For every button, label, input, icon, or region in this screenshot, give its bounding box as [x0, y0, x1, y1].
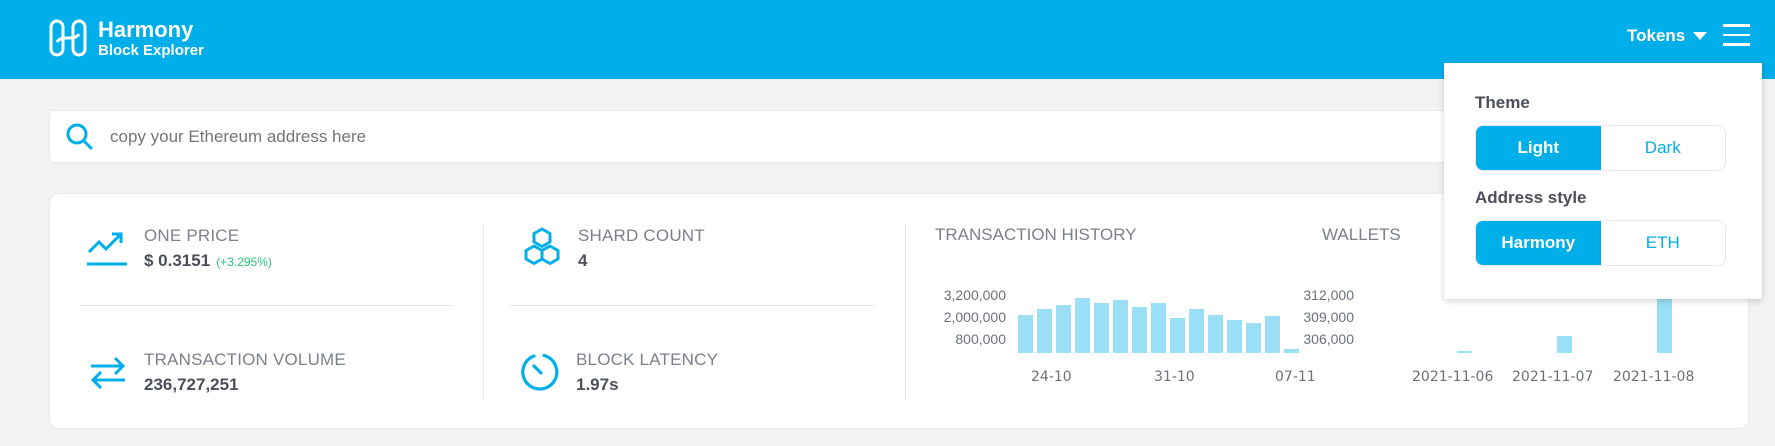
address-style-toggle: Harmony ETH [1475, 220, 1726, 266]
y-tick: 309,000 [1303, 309, 1354, 325]
theme-light-button[interactable]: Light [1476, 126, 1601, 170]
top-navbar: Harmony Block Explorer Tokens [0, 0, 1775, 79]
tokens-dropdown[interactable]: Tokens [1627, 26, 1708, 46]
search-input[interactable] [110, 126, 1610, 147]
shard-count-stat: SHARD COUNT 4 [520, 226, 705, 271]
trending-up-icon [87, 232, 127, 266]
theme-dark-button[interactable]: Dark [1644, 138, 1681, 157]
menu-line [1723, 33, 1750, 36]
bar-27-10[interactable] [1075, 298, 1090, 353]
x-tick: 2021-11-06 [1412, 369, 1494, 385]
transaction-volume-stat: TRANSACTION VOLUME 236,727,251 [86, 350, 346, 395]
bar-31-10[interactable] [1151, 303, 1166, 353]
shard-count-label: SHARD COUNT [578, 226, 705, 245]
divider [905, 224, 906, 400]
divider [483, 224, 484, 400]
cubes-icon [524, 227, 560, 265]
hamburger-menu-button[interactable] [1723, 24, 1750, 46]
y-tick: 306,000 [1303, 331, 1354, 347]
y-tick: 3,200,000 [943, 287, 1006, 303]
y-tick: 312,000 [1303, 287, 1354, 303]
bar-07-11[interactable] [1284, 349, 1299, 353]
logo-subtitle: Block Explorer [98, 41, 204, 59]
harmony-logo[interactable]: Harmony Block Explorer [48, 18, 204, 58]
transaction-volume-value: 236,727,251 [144, 375, 239, 394]
address-style-harmony-button[interactable]: Harmony [1476, 221, 1601, 265]
wallets-bars [1457, 284, 1672, 353]
address-style-eth-button[interactable]: ETH [1645, 233, 1680, 252]
theme-toggle: Light Dark [1475, 125, 1726, 171]
transaction-volume-label: TRANSACTION VOLUME [144, 350, 346, 369]
divider [510, 305, 875, 306]
menu-line [1723, 24, 1750, 27]
transaction-history-title: TRANSACTION HISTORY [935, 225, 1137, 244]
theme-label: Theme [1475, 93, 1530, 112]
stopwatch-icon [521, 353, 559, 391]
one-price-stat: ONE PRICE $ 0.3151 (+3.295%) [86, 226, 272, 271]
bar-2021-11-08[interactable] [1657, 294, 1672, 353]
x-tick: 2021-11-08 [1613, 369, 1695, 385]
one-price-change: (+3.295%) [216, 255, 272, 269]
x-tick: 2021-11-07 [1512, 369, 1594, 385]
harmony-logo-icon [49, 19, 87, 57]
address-style-label: Address style [1475, 188, 1587, 207]
caret-down-icon [1693, 32, 1708, 40]
settings-dropdown: Theme Light Dark Address style Harmony E… [1444, 63, 1762, 299]
y-tick: 800,000 [955, 331, 1006, 347]
search-icon [66, 123, 93, 149]
bar-24-10[interactable] [1018, 315, 1033, 353]
x-tick: 31-10 [1154, 369, 1195, 385]
transaction-history-bars [1018, 284, 1303, 353]
bar-06-11[interactable] [1265, 316, 1280, 353]
bar-05-11[interactable] [1246, 323, 1261, 353]
logo-title: Harmony [98, 16, 194, 42]
bar-03-11[interactable] [1208, 315, 1223, 353]
menu-line [1723, 43, 1750, 46]
one-price-value: $ 0.3151 [144, 251, 211, 270]
bar-29-10[interactable] [1113, 300, 1128, 353]
tokens-label: Tokens [1627, 26, 1686, 45]
block-latency-label: BLOCK LATENCY [576, 350, 719, 369]
bar-2021-11-06[interactable] [1457, 351, 1472, 353]
divider [79, 305, 452, 306]
bar-2021-11-07[interactable] [1557, 336, 1572, 353]
block-latency-stat: BLOCK LATENCY 1.97s [518, 350, 718, 395]
one-price-label: ONE PRICE [144, 226, 240, 245]
bar-28-10[interactable] [1094, 303, 1109, 353]
wallets-title: WALLETS [1322, 225, 1401, 244]
shard-count-value: 4 [578, 251, 588, 270]
bar-01-11[interactable] [1170, 318, 1185, 353]
y-tick: 2,000,000 [943, 309, 1006, 325]
block-latency-value: 1.97s [576, 375, 619, 394]
bar-25-10[interactable] [1037, 309, 1052, 353]
bar-04-11[interactable] [1227, 320, 1242, 353]
bar-30-10[interactable] [1132, 307, 1147, 353]
transfer-arrows-icon [90, 356, 126, 390]
x-tick: 07-11 [1275, 369, 1316, 385]
x-tick: 24-10 [1031, 369, 1072, 385]
bar-26-10[interactable] [1056, 305, 1071, 353]
bar-02-11[interactable] [1189, 309, 1204, 353]
